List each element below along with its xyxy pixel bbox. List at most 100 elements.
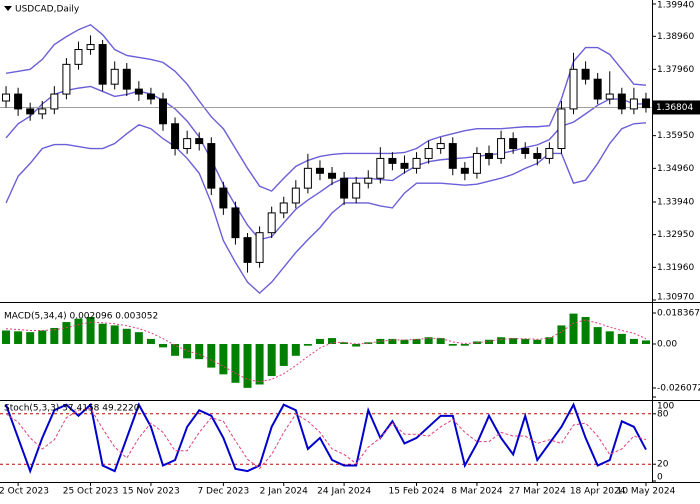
y-tick-label: 0 (657, 473, 663, 483)
histogram-bar (159, 343, 167, 348)
histogram-bar (388, 338, 397, 344)
y-tick-label: 1.37960 (657, 65, 694, 75)
y-tick-label: 1.30970 (657, 293, 694, 303)
histogram-bar (183, 343, 192, 359)
y-tick-label: 1.33940 (657, 197, 694, 207)
histogram-bar (110, 325, 119, 344)
histogram-bar (315, 338, 324, 344)
histogram-bar (291, 343, 300, 356)
candle-body (207, 143, 216, 189)
histogram-bar (364, 342, 373, 344)
middle-band (5, 85, 646, 241)
candle-body (195, 138, 204, 145)
histogram-bar (376, 338, 385, 344)
candle-body (629, 98, 638, 110)
histogram-bar (629, 338, 638, 344)
histogram-bar (303, 343, 312, 346)
x-tick-label: 15 Feb 2024 (389, 487, 445, 497)
candle-body (376, 157, 385, 179)
candle-body (86, 44, 95, 51)
candle-body (557, 108, 566, 150)
histogram-bar (533, 339, 542, 344)
x-tick-label: 7 Dec 2023 (197, 487, 249, 497)
histogram-bar (255, 343, 264, 385)
histogram-bar (14, 331, 23, 344)
y-tick-label: 100 (657, 402, 674, 412)
histogram-bar (122, 328, 131, 344)
stoch-signal-line (5, 407, 647, 470)
histogram-bar (509, 338, 518, 344)
histogram-bar (641, 340, 650, 344)
x-tick-label: 24 Jan 2024 (317, 487, 371, 497)
histogram-bar (328, 338, 337, 344)
y-tick-label: 1.38960 (657, 32, 694, 42)
candle-body (267, 212, 276, 234)
histogram-bar (545, 337, 554, 344)
candle-body (436, 143, 445, 150)
histogram-bar (569, 313, 578, 344)
candle-body (364, 177, 373, 184)
candle-body (497, 138, 506, 159)
histogram-bar (74, 318, 83, 344)
x-tick-label: 25 Oct 2023 (63, 487, 119, 497)
histogram-bar (448, 343, 457, 346)
candle-body (641, 98, 650, 109)
candle-body (340, 177, 349, 199)
x-tick-label: 10 May 2024 (617, 487, 676, 497)
y-tick-label: 0.018367 (657, 308, 700, 318)
candle-body (255, 232, 264, 263)
histogram-bar (195, 343, 204, 360)
candle-body (569, 68, 578, 110)
candle-body (328, 172, 337, 179)
y-tick-label: 1.34960 (657, 164, 694, 174)
candle-body (533, 152, 542, 159)
candle-body (521, 148, 530, 154)
candle-body (2, 93, 11, 102)
histogram-bar (2, 330, 11, 344)
candle-body (171, 123, 180, 150)
histogram-bar (460, 343, 469, 346)
candle-body (243, 237, 252, 263)
stoch-title: Stoch(5,3,3) 37.4158 49.2220 (4, 404, 140, 414)
y-tick-label: 1.31960 (657, 263, 694, 273)
x-tick-label: 27 Mar 2024 (509, 487, 566, 497)
x-tick-label: 2 Jan 2024 (260, 487, 308, 497)
lower-band (5, 122, 647, 295)
histogram-bar (50, 327, 59, 344)
candle-body (98, 44, 107, 85)
histogram-bar (581, 316, 590, 344)
histogram-bar (352, 343, 361, 347)
candle-body (279, 202, 288, 214)
candle-body (509, 138, 518, 150)
histogram-bar (98, 323, 107, 344)
candle-body (219, 187, 228, 209)
histogram-bar (171, 343, 180, 356)
candle-body (183, 138, 192, 150)
candle-body (303, 167, 312, 189)
histogram-bar (485, 339, 493, 344)
candle-body (460, 167, 469, 174)
histogram-bar (26, 332, 35, 344)
histogram-bar (267, 343, 276, 377)
histogram-bar (617, 333, 626, 344)
histogram-bar (521, 338, 530, 344)
histogram-bar (340, 342, 349, 344)
candle-body (412, 157, 421, 169)
candle-body (38, 108, 47, 115)
x-tick-label: 15 Nov 2023 (122, 487, 180, 497)
candle-body (593, 78, 602, 100)
candle-body (110, 68, 119, 85)
histogram-bar (146, 338, 155, 344)
histogram-bar (86, 316, 95, 344)
candle-body (605, 93, 614, 100)
y-tick-label: 80 (657, 409, 669, 419)
y-tick-label: 1.39940 (657, 1, 694, 11)
candle-body (581, 68, 590, 80)
histogram-bar (412, 338, 421, 344)
candle-body (617, 93, 626, 110)
y-tick-label: 0.00 (657, 339, 677, 349)
stoch-main-line (5, 402, 647, 475)
candle-body (291, 187, 300, 204)
